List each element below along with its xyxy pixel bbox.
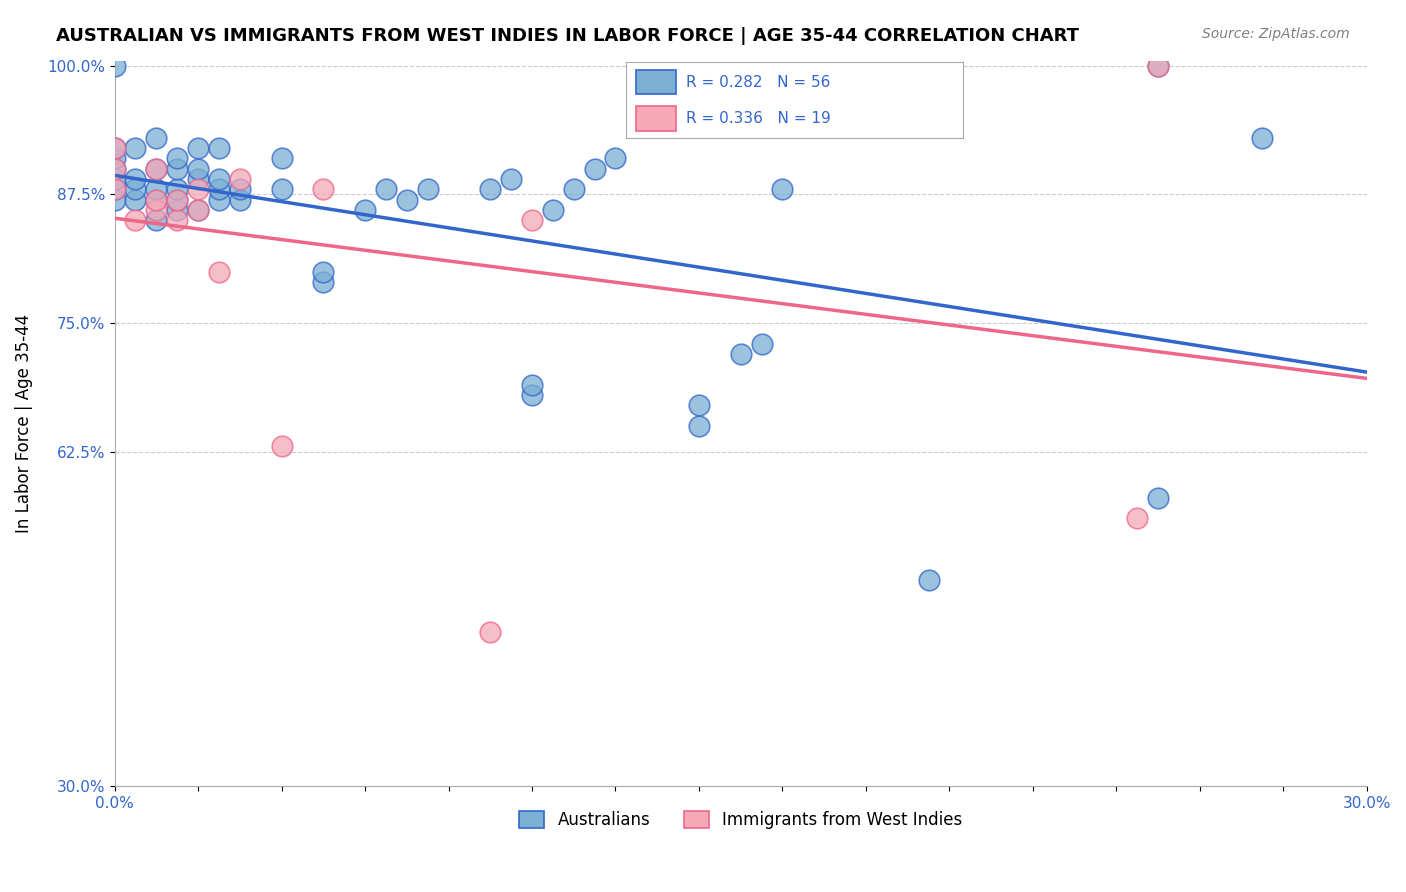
Australians (520, 377, 543, 392)
Immigrants from West Indies (104, 182, 127, 196)
Text: AUSTRALIAN VS IMMIGRANTS FROM WEST INDIES IN LABOR FORCE | AGE 35-44 CORRELATION: AUSTRALIAN VS IMMIGRANTS FROM WEST INDIE… (56, 27, 1080, 45)
Australians (104, 172, 127, 186)
Australians (104, 141, 127, 155)
Immigrants from West Indies (104, 161, 127, 176)
Immigrants from West Indies (166, 193, 188, 207)
Australians (520, 388, 543, 402)
Australians (145, 182, 167, 196)
Immigrants from West Indies (520, 213, 543, 227)
Australians (1147, 59, 1170, 73)
Australians (124, 193, 146, 207)
Australians (208, 182, 231, 196)
Australians (124, 182, 146, 196)
Bar (636, 70, 676, 95)
Australians (229, 182, 252, 196)
Immigrants from West Indies (229, 172, 252, 186)
Immigrants from West Indies (124, 213, 146, 227)
Text: Source: ZipAtlas.com: Source: ZipAtlas.com (1202, 27, 1350, 41)
Immigrants from West Indies (145, 202, 167, 217)
Australians (688, 418, 710, 433)
Australians (104, 193, 127, 207)
Australians (312, 264, 335, 278)
Australians (374, 182, 396, 196)
Australians (166, 202, 188, 217)
Australians (187, 161, 209, 176)
Immigrants from West Indies (208, 264, 231, 278)
Australians (270, 152, 292, 166)
Australians (124, 141, 146, 155)
Australians (395, 193, 418, 207)
Australians (541, 202, 564, 217)
Immigrants from West Indies (187, 182, 209, 196)
Australians (145, 131, 167, 145)
Australians (104, 59, 127, 73)
Immigrants from West Indies (270, 439, 292, 453)
Australians (208, 193, 231, 207)
Australians (104, 182, 127, 196)
Australians (605, 152, 627, 166)
Text: R = 0.336   N = 19: R = 0.336 N = 19 (686, 111, 831, 126)
Australians (1251, 131, 1274, 145)
Australians (562, 182, 585, 196)
Australians (166, 161, 188, 176)
Text: R = 0.282   N = 56: R = 0.282 N = 56 (686, 75, 831, 90)
Australians (187, 141, 209, 155)
Legend: Australians, Immigrants from West Indies: Australians, Immigrants from West Indies (513, 804, 969, 836)
Immigrants from West Indies (166, 213, 188, 227)
Australians (104, 161, 127, 176)
Australians (229, 193, 252, 207)
Australians (270, 182, 292, 196)
Immigrants from West Indies (104, 141, 127, 155)
Australians (145, 213, 167, 227)
Australians (187, 202, 209, 217)
Australians (1147, 491, 1170, 505)
Australians (312, 275, 335, 289)
Australians (104, 152, 127, 166)
Australians (166, 182, 188, 196)
Australians (583, 161, 606, 176)
Australians (917, 573, 939, 587)
Bar (636, 106, 676, 130)
Immigrants from West Indies (1126, 511, 1149, 525)
Y-axis label: In Labor Force | Age 35-44: In Labor Force | Age 35-44 (15, 314, 32, 533)
Australians (208, 172, 231, 186)
Australians (124, 172, 146, 186)
Australians (770, 182, 793, 196)
Australians (416, 182, 439, 196)
Australians (145, 193, 167, 207)
Australians (145, 161, 167, 176)
Immigrants from West Indies (1147, 59, 1170, 73)
Australians (479, 182, 502, 196)
Australians (688, 398, 710, 412)
Immigrants from West Indies (312, 182, 335, 196)
Immigrants from West Indies (145, 193, 167, 207)
Australians (166, 152, 188, 166)
Australians (751, 336, 773, 351)
Australians (730, 347, 752, 361)
Immigrants from West Indies (145, 161, 167, 176)
Immigrants from West Indies (479, 624, 502, 639)
Australians (208, 141, 231, 155)
Immigrants from West Indies (187, 202, 209, 217)
Australians (187, 172, 209, 186)
Australians (166, 193, 188, 207)
Australians (501, 172, 523, 186)
Australians (354, 202, 377, 217)
